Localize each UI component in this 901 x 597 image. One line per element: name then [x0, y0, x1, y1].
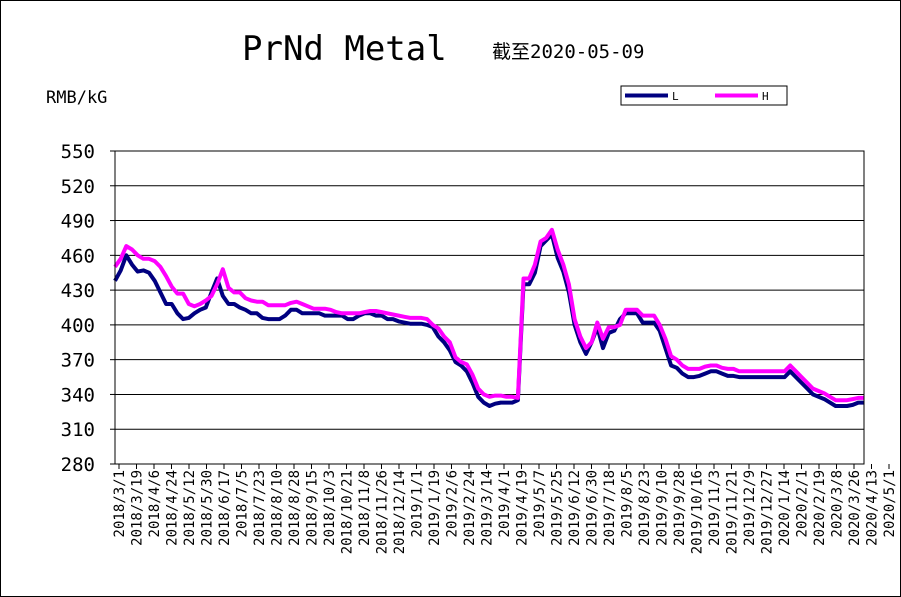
- x-tick-label: 2019/5/7: [532, 470, 548, 537]
- x-tick-label: 2018/5/30: [200, 470, 216, 546]
- x-tick-label: 2020/3/8: [830, 470, 846, 537]
- series-line-h: [113, 227, 864, 403]
- legend-box: [620, 85, 788, 106]
- x-tick-label: 2018/9/15: [305, 470, 321, 546]
- x-tick-label: 2018/4/24: [165, 470, 181, 546]
- x-tick-label: 2018/12/14: [392, 470, 408, 554]
- y-tick-label: 340: [61, 384, 95, 406]
- x-tick-label: 2019/2/24: [462, 470, 478, 546]
- x-tick-label: 2018/11/26: [375, 470, 391, 554]
- x-tick-label: 2019/12/27: [760, 470, 776, 554]
- x-tick-label: 2020/5/1: [882, 470, 898, 537]
- gridlines: [115, 185, 864, 430]
- x-tick-label: 2019/7/18: [602, 470, 618, 546]
- x-tick-label: 2018/10/3: [322, 470, 338, 546]
- y-tick-label: 310: [61, 419, 95, 441]
- x-tick-label: 2018/11/8: [357, 470, 373, 546]
- y-tick-label: 370: [61, 350, 95, 372]
- y-tick-label: 280: [61, 454, 95, 476]
- legend-label-l: L: [672, 90, 679, 103]
- x-tick-label: 2019/11/3: [707, 470, 723, 546]
- chart-subtitle: 截至2020-05-09: [492, 41, 644, 63]
- x-tick-label: 2019/5/25: [550, 470, 566, 546]
- x-tick-label: 2019/6/30: [585, 470, 601, 546]
- x-tick-label: 2020/4/13: [865, 470, 881, 546]
- legend-label-h: H: [762, 90, 769, 103]
- x-tick-label: 2018/8/28: [287, 470, 303, 546]
- x-tick-label: 2019/11/21: [725, 470, 741, 554]
- x-tick-label: 2020/3/26: [847, 470, 863, 546]
- x-tick-label: 2018/8/10: [270, 470, 286, 546]
- x-axis-ticks: 2018/3/1 2018/3/19 2018/4/6 2018/4/24 2018/5…: [112, 464, 898, 554]
- x-tick-label: 2018/7/5: [235, 470, 251, 537]
- x-tick-label: 2019/3/14: [480, 470, 496, 546]
- plot-area: [114, 150, 865, 465]
- x-tick-label: 2019/12/9: [742, 470, 758, 546]
- series-lines: [113, 227, 864, 408]
- y-axis-ticks: 280 310 340 370 400 430 460 490 520 550: [61, 141, 115, 476]
- x-tick-label: 2018/7/23: [252, 470, 268, 546]
- x-tick-label: 2018/5/12: [182, 470, 198, 546]
- y-axis-unit: RMB/kG: [46, 88, 107, 108]
- y-tick-label: 430: [61, 280, 95, 302]
- y-tick-label: 490: [61, 211, 95, 233]
- x-tick-label: 2019/2/6: [445, 470, 461, 537]
- x-tick-label: 2019/8/5: [620, 470, 636, 537]
- x-tick-label: 2019/9/10: [655, 470, 671, 546]
- chart-title: PrNd Metal: [242, 29, 447, 69]
- x-tick-label: 2019/1/19: [427, 470, 443, 546]
- y-tick-label: 400: [61, 315, 95, 337]
- x-tick-label: 2019/8/23: [637, 470, 653, 546]
- x-tick-label: 2018/4/6: [147, 470, 163, 537]
- x-tick-label: 2019/4/1: [497, 470, 513, 537]
- y-tick-label: 550: [61, 141, 95, 163]
- x-tick-label: 2018/3/19: [130, 470, 146, 546]
- x-tick-label: 2018/10/21: [340, 470, 356, 554]
- x-tick-label: 2019/1/1: [410, 470, 426, 537]
- x-tick-label: 2020/1/14: [777, 470, 793, 546]
- series-line-l: [113, 232, 864, 408]
- legend: L H: [620, 85, 788, 106]
- x-tick-label: 2020/2/19: [812, 470, 828, 546]
- y-tick-label: 460: [61, 245, 95, 267]
- y-tick-label: 520: [61, 176, 95, 198]
- x-tick-label: 2019/10/16: [690, 470, 706, 554]
- x-tick-label: 2019/4/19: [515, 470, 531, 546]
- x-tick-label: 2019/9/28: [672, 470, 688, 546]
- x-tick-label: 2018/3/1: [112, 470, 128, 537]
- x-tick-label: 2018/6/17: [217, 470, 233, 546]
- x-tick-label: 2020/2/1: [795, 470, 811, 537]
- x-tick-label: 2019/6/12: [567, 470, 583, 546]
